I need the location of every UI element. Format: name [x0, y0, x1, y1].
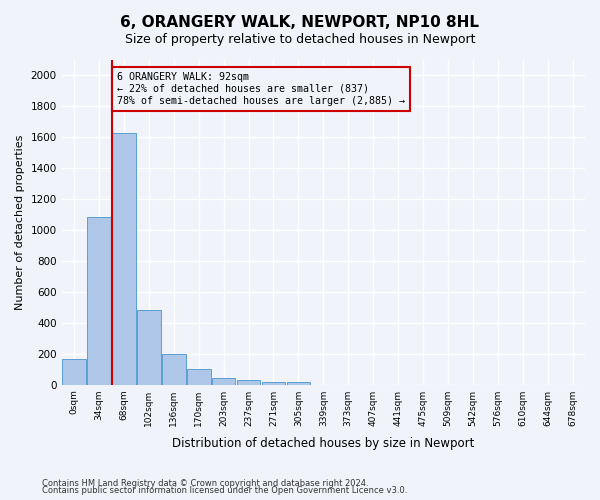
Text: 6, ORANGERY WALK, NEWPORT, NP10 8HL: 6, ORANGERY WALK, NEWPORT, NP10 8HL: [121, 15, 479, 30]
Bar: [112, 134, 136, 384]
Y-axis label: Number of detached properties: Number of detached properties: [15, 134, 25, 310]
Bar: [287, 382, 310, 384]
Bar: [237, 380, 260, 384]
Bar: [262, 382, 286, 384]
X-axis label: Distribution of detached houses by size in Newport: Distribution of detached houses by size …: [172, 437, 475, 450]
Bar: [62, 359, 86, 384]
Bar: [137, 310, 161, 384]
Bar: [162, 354, 185, 384]
Bar: [212, 378, 235, 384]
Text: Contains public sector information licensed under the Open Government Licence v3: Contains public sector information licen…: [42, 486, 407, 495]
Text: Size of property relative to detached houses in Newport: Size of property relative to detached ho…: [125, 32, 475, 46]
Bar: [87, 217, 111, 384]
Text: Contains HM Land Registry data © Crown copyright and database right 2024.: Contains HM Land Registry data © Crown c…: [42, 478, 368, 488]
Bar: [187, 369, 211, 384]
Text: 6 ORANGERY WALK: 92sqm
← 22% of detached houses are smaller (837)
78% of semi-de: 6 ORANGERY WALK: 92sqm ← 22% of detached…: [117, 72, 405, 106]
